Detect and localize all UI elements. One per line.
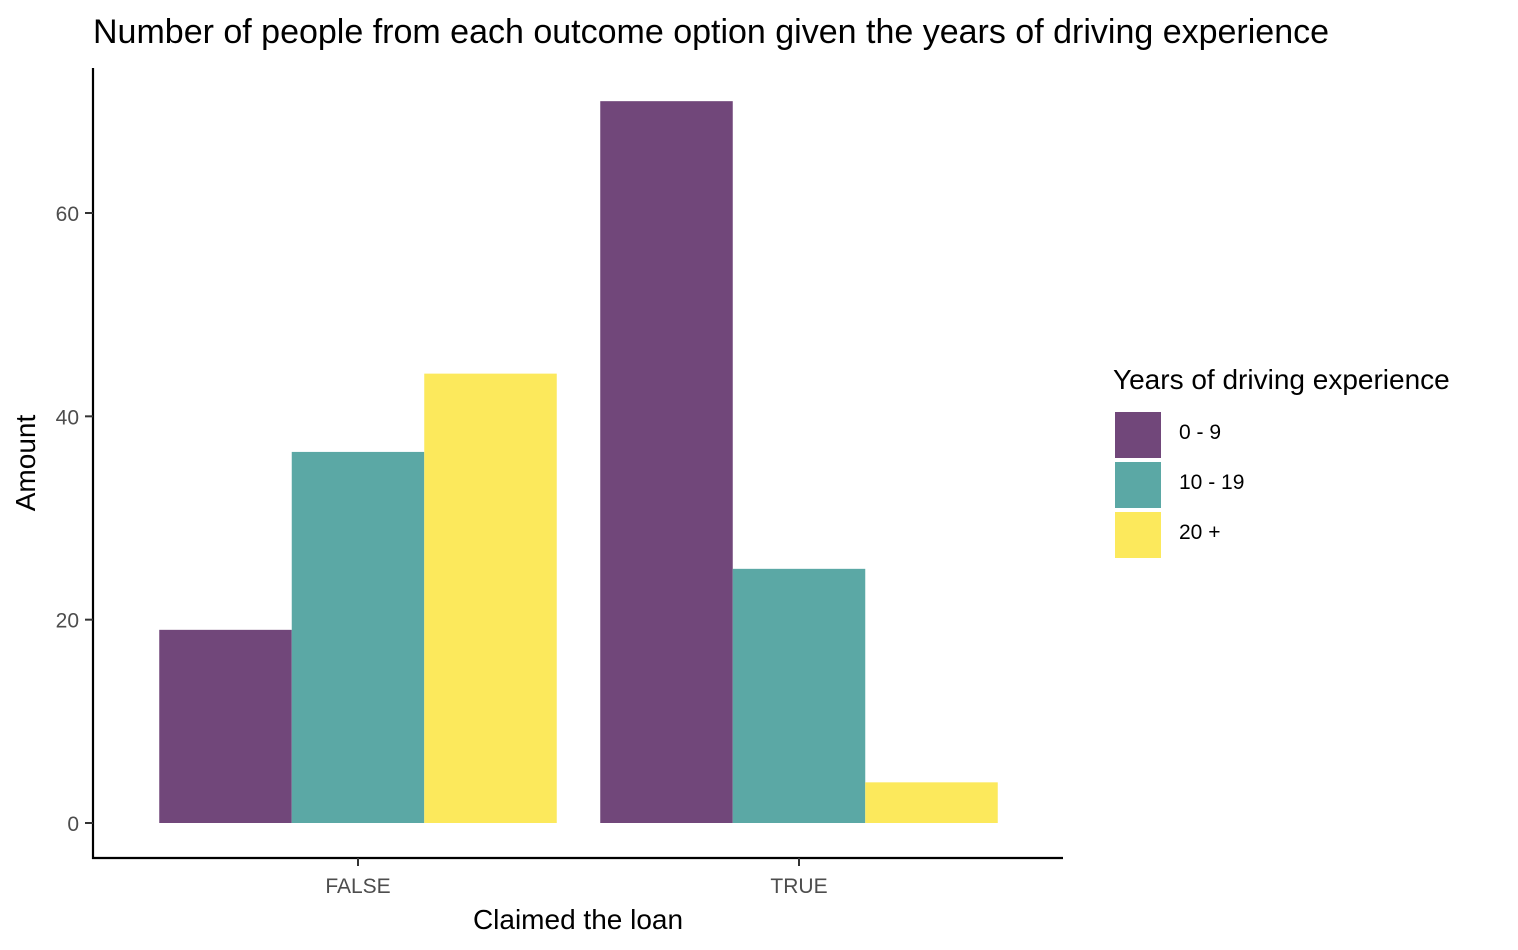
- bar-false-0-9: [159, 629, 292, 823]
- x-tick-label-false: FALSE: [325, 875, 390, 898]
- legend-label-0-9: 0 - 9: [1179, 421, 1222, 444]
- bar-false-20-: [424, 373, 557, 823]
- legend-item-10-19: 10 - 19: [1113, 462, 1313, 510]
- legend-item-0-9: 0 - 9: [1113, 412, 1313, 460]
- bar-true-20-: [865, 782, 998, 823]
- y-tick-label-20: 20: [56, 610, 79, 633]
- y-axis-title: Amount: [10, 415, 41, 512]
- legend-item-20-plus: 20 +: [1113, 512, 1313, 560]
- y-tick-label-60: 60: [56, 203, 79, 226]
- bar-true-10-19: [732, 568, 866, 823]
- legend-title: Years of driving experience: [1113, 364, 1450, 395]
- x-axis-title: Claimed the loan: [473, 904, 683, 935]
- y-tick-label-40: 40: [56, 406, 79, 429]
- legend-label-20-plus: 20 +: [1179, 521, 1221, 544]
- bar-false-10-19: [291, 451, 425, 823]
- bar-true-0-9: [600, 101, 733, 823]
- legend: Years of driving experience 0 - 9 10 - 1…: [1113, 362, 1450, 558]
- chart-title: Number of people from each outcome optio…: [93, 13, 1330, 51]
- legend-key-10-19: [1115, 462, 1161, 508]
- legend-label-10-19: 10 - 19: [1179, 471, 1245, 494]
- x-tick-label-true: TRUE: [770, 875, 827, 898]
- y-tick-label-0: 0: [67, 813, 79, 836]
- legend-key-0-9: [1115, 412, 1161, 458]
- legend-key-20-plus: [1115, 512, 1161, 558]
